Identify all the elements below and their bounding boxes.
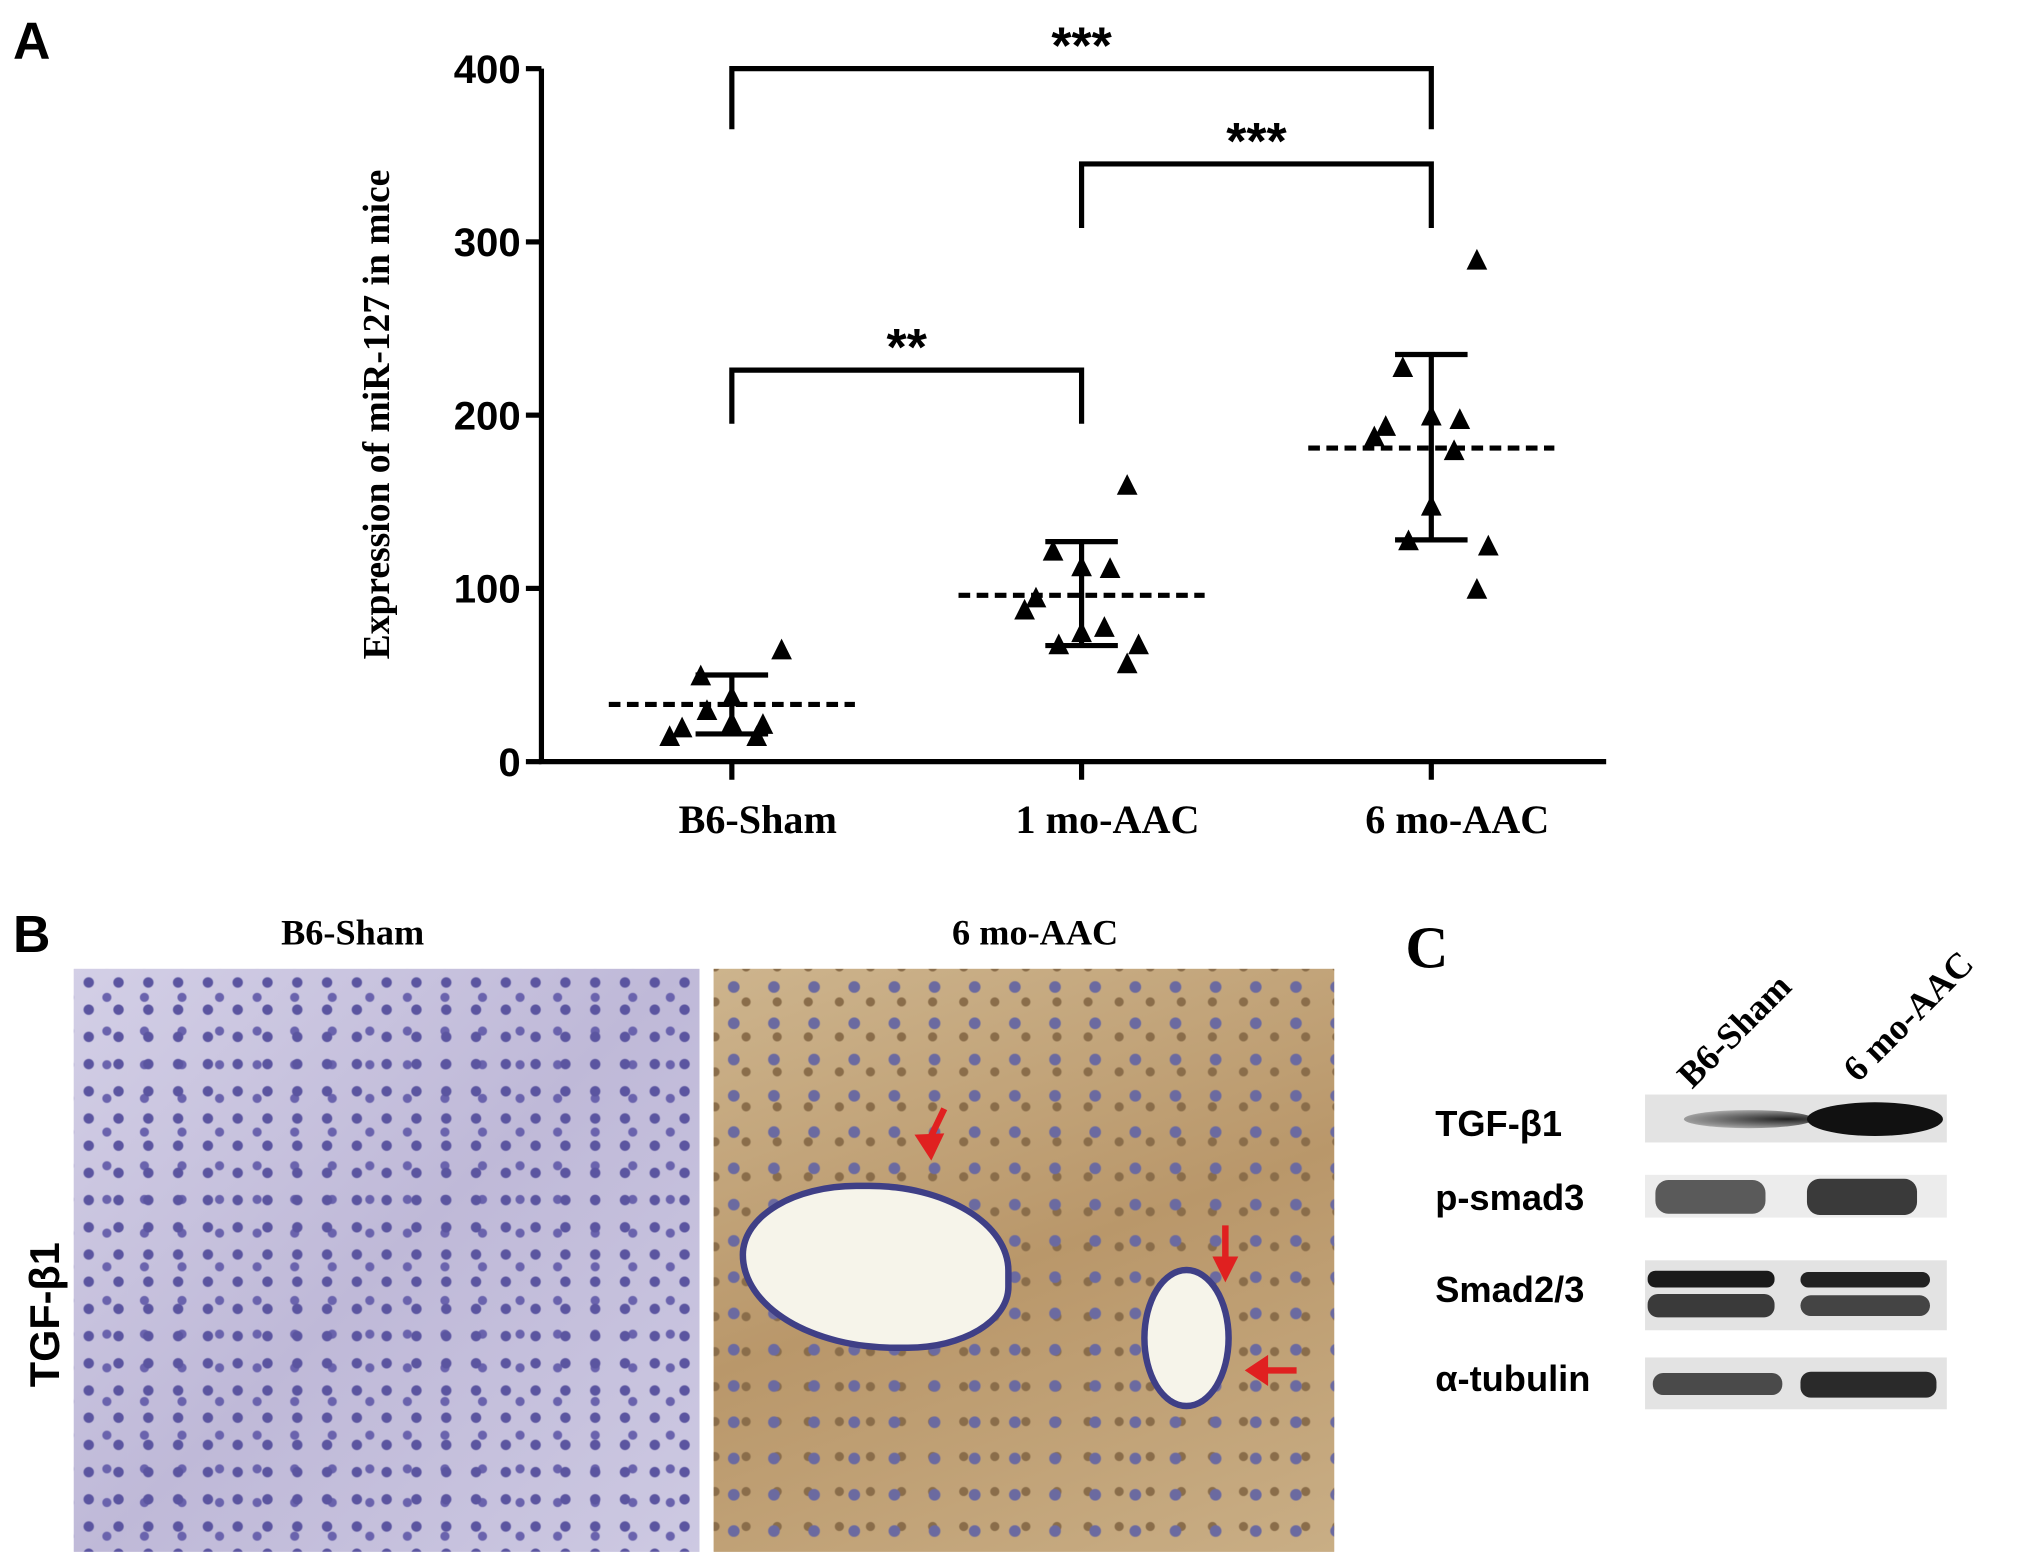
red-arrow-icon (1244, 1354, 1297, 1386)
data-point-triangle (1375, 415, 1397, 436)
panel-a-letter: A (12, 12, 51, 70)
data-point-triangle (1042, 539, 1064, 561)
significance-label: *** (1226, 112, 1287, 170)
data-point-triangle (696, 699, 718, 721)
blot-label-tgf-b1: TGF-β1 (1435, 1103, 1563, 1144)
y-tick-label: 200 (454, 393, 521, 438)
data-point-triangle (1099, 557, 1121, 578)
blot-label-p-smad3: p-smad3 (1435, 1177, 1585, 1218)
data-point-triangle (771, 638, 792, 660)
data-point-triangle (1392, 356, 1414, 377)
data-point-triangle (1466, 248, 1488, 270)
histology-b6-sham-image (73, 968, 700, 1552)
panel-b-letter: B (12, 906, 51, 964)
blot-tgf-b1 (1645, 1094, 1947, 1143)
significance-bracket (1078, 161, 1434, 229)
data-point-triangle (1014, 598, 1035, 620)
histology-6mo-aac-image (713, 968, 1335, 1552)
blot-label-alpha-tubulin: α-tubulin (1435, 1358, 1591, 1399)
y-tick-label: 400 (454, 47, 521, 92)
significance-bracket (729, 66, 1434, 130)
histo-left-title: B6-Sham (281, 913, 425, 954)
data-point-triangle (1116, 474, 1138, 495)
data-point-triangle (1449, 408, 1471, 429)
blot-p-smad3 (1645, 1174, 1947, 1218)
lane-label-b6-sham: B6-Sham (1670, 966, 1800, 1097)
x-tick-label: 1 mo-AAC (1016, 797, 1200, 842)
red-arrows (914, 1107, 1297, 1386)
data-point-triangle (1128, 633, 1149, 655)
blot-alpha-tubulin (1645, 1357, 1947, 1410)
y-tick-label: 100 (454, 567, 521, 612)
data-point-triangle (671, 716, 693, 738)
vessel-lumen (739, 1182, 1012, 1351)
x-tick-label: B6-Sham (679, 797, 837, 842)
red-arrow-icon (914, 1107, 948, 1161)
histo-right-title: 6 mo-AAC (952, 913, 1119, 954)
significance-bracket (729, 367, 1085, 424)
panel-c-letter: C (1405, 914, 1449, 981)
red-arrow-icon (1212, 1225, 1239, 1283)
lane-label-6mo-aac: 6 mo-AAC (1835, 943, 1982, 1090)
data-point-triangle (659, 725, 681, 747)
data-point-triangle (1094, 616, 1115, 637)
data-point-triangle (1116, 652, 1138, 674)
data-point-triangle (1477, 534, 1499, 556)
data-point-triangle (1363, 425, 1385, 447)
data-point-triangle (1466, 578, 1488, 599)
y-tick-label: 300 (454, 220, 521, 265)
significance-label: ** (887, 318, 928, 376)
blot-label-smad2-3: Smad2/3 (1435, 1269, 1585, 1310)
blot-smad2-3 (1645, 1260, 1947, 1331)
vessel-lumen (1141, 1266, 1232, 1410)
histo-row-label: TGF-β1 (21, 1242, 69, 1388)
significance-label: *** (1051, 16, 1112, 74)
x-tick-label: 6 mo-AAC (1365, 797, 1549, 842)
y-tick-label: 0 (498, 740, 520, 785)
